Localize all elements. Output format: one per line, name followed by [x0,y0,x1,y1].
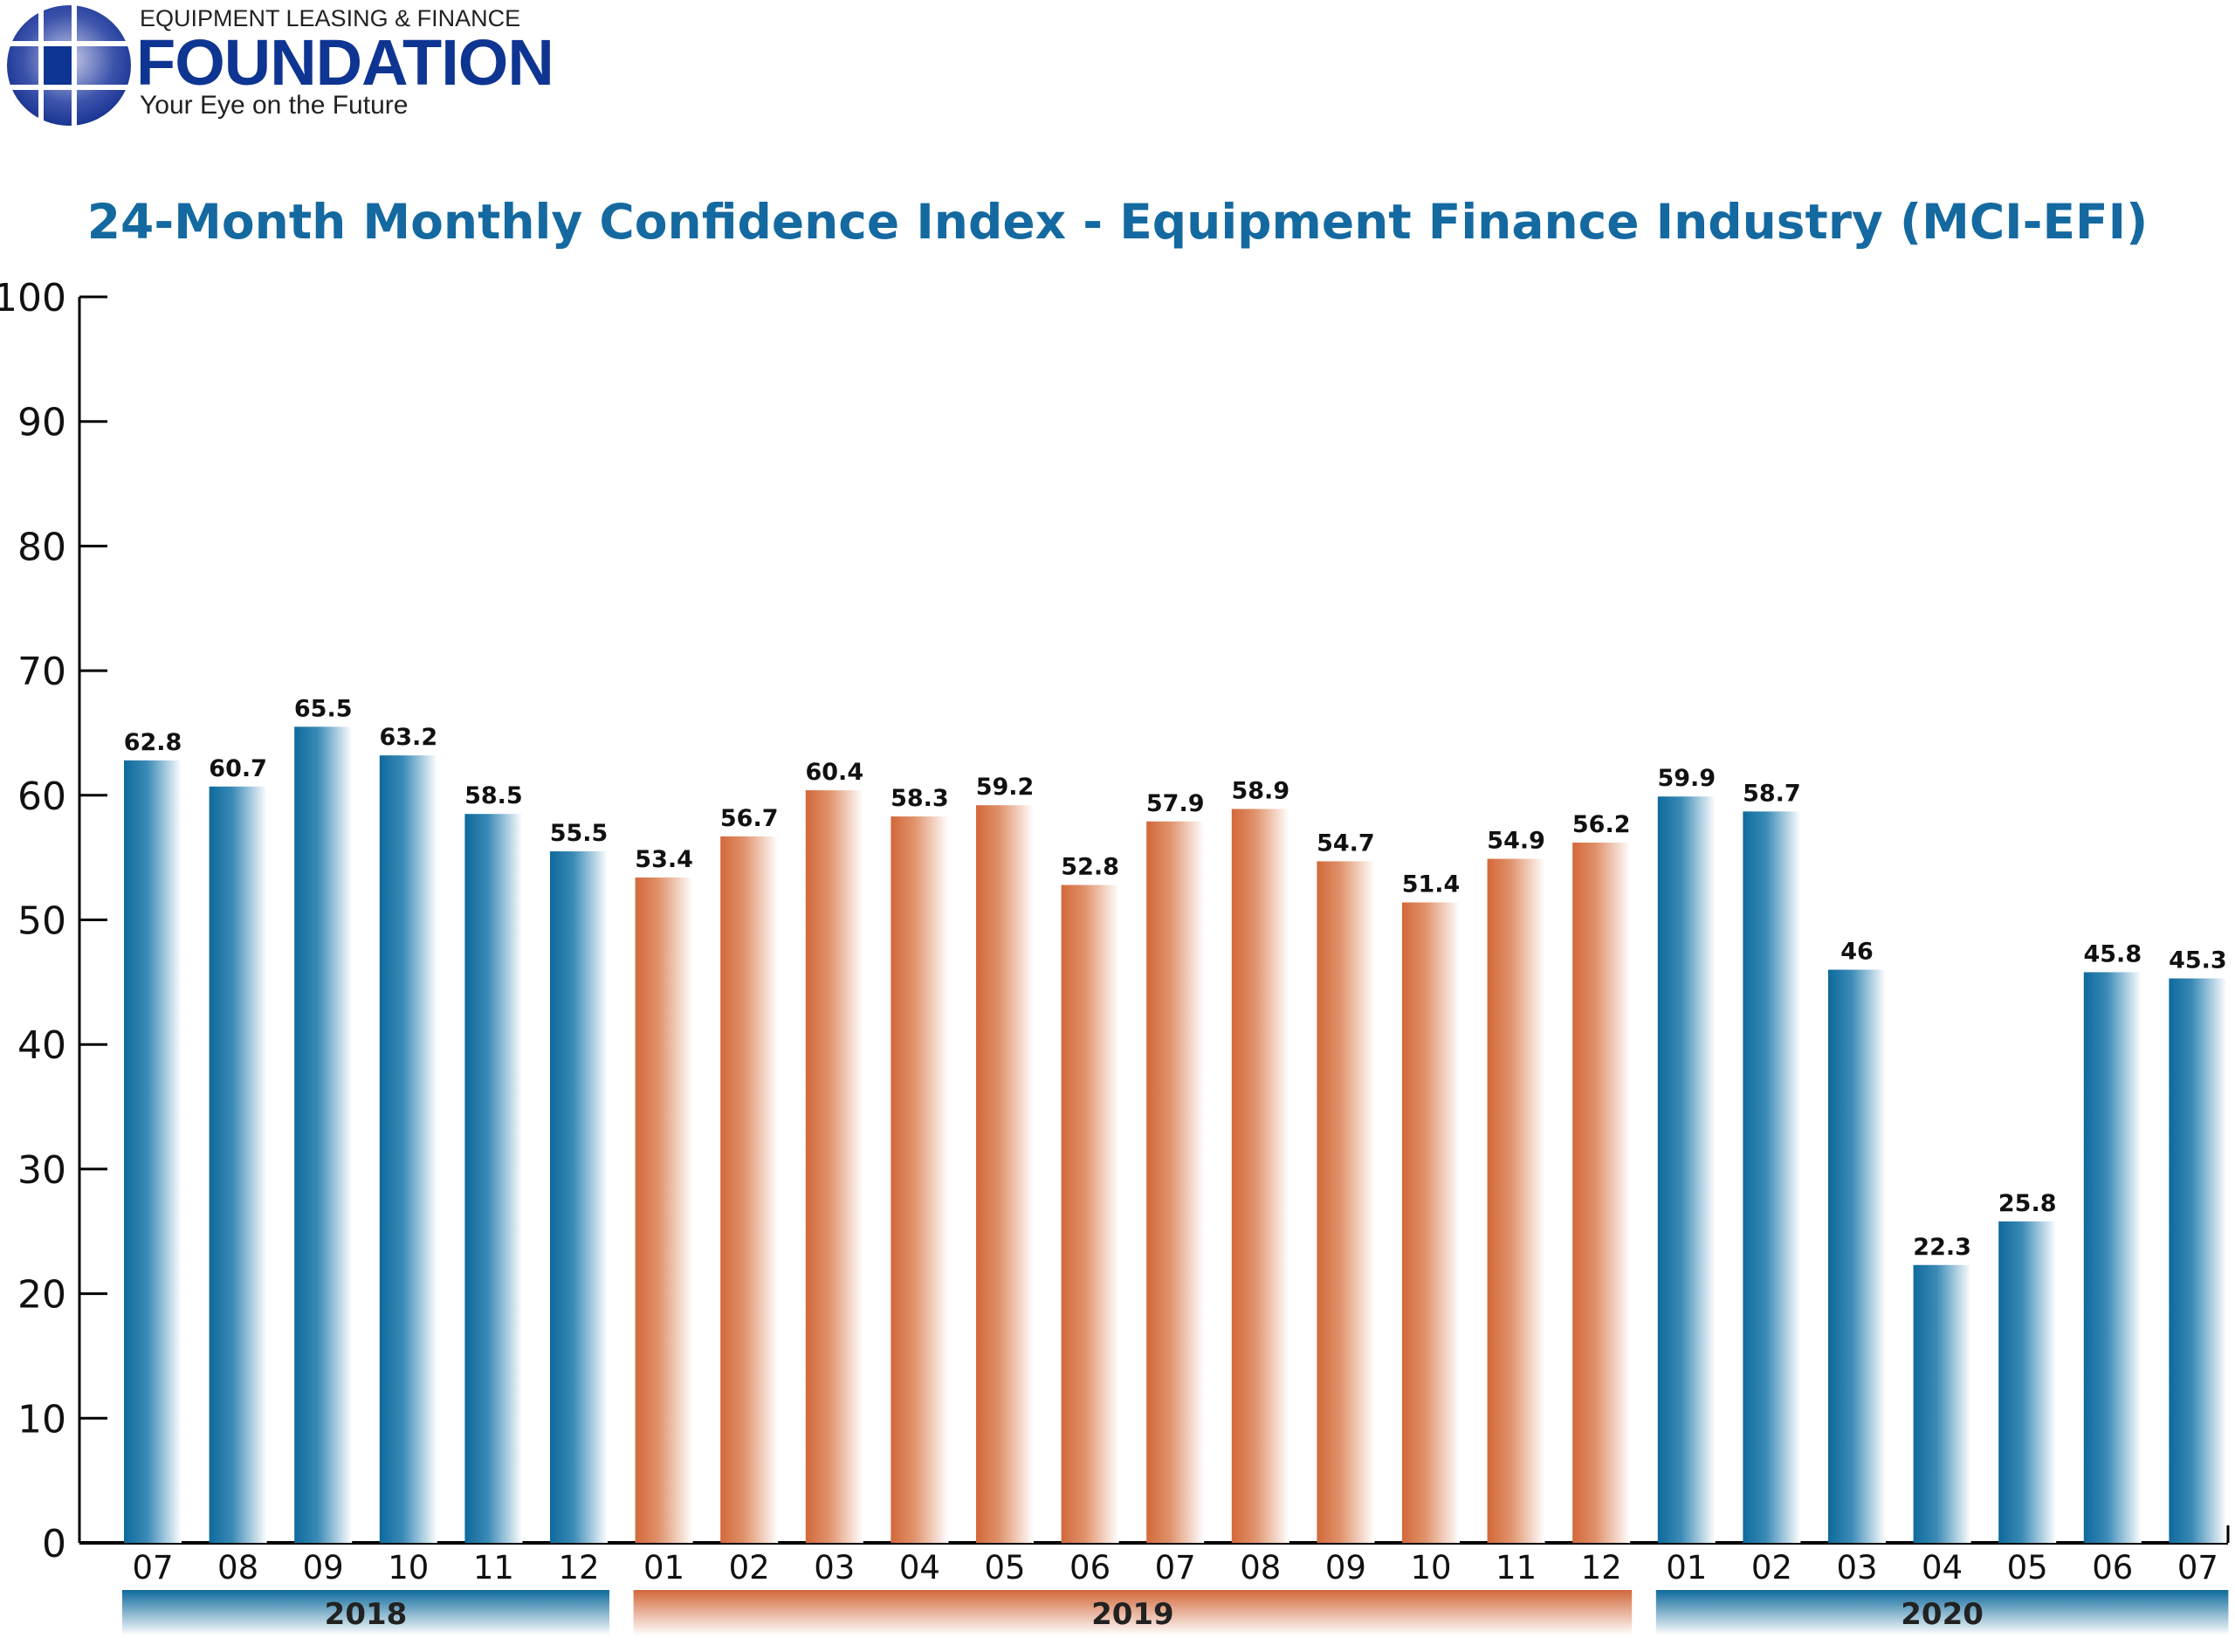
data-label: 58.3 [891,785,949,812]
data-label: 55.5 [550,820,609,847]
y-tick-label: 10 [17,1397,66,1442]
data-label: 58.9 [1231,777,1289,804]
bar [720,836,779,1543]
data-label: 54.7 [1317,829,1375,857]
bar [294,726,353,1543]
x-tick-label: 09 [303,1549,344,1587]
logo-line1: EQUIPMENT LEASING & FINANCE [140,5,521,31]
data-label: 63.2 [379,724,437,751]
bar [209,786,267,1543]
y-tick-label: 20 [17,1273,66,1318]
year-band [1655,1590,2229,1635]
data-label: 25.8 [1998,1190,2057,1217]
data-label: 60.7 [209,755,267,782]
x-tick-label: 11 [473,1549,514,1587]
y-tick-label: 100 [0,276,66,320]
bar [1743,811,1801,1543]
y-tick-label: 40 [17,1023,66,1068]
data-label: 58.7 [1743,780,1801,807]
bar [2083,972,2142,1543]
x-tick-label: 10 [388,1549,429,1587]
x-tick-label: 05 [984,1549,1025,1587]
data-label: 56.2 [1572,811,1631,838]
bar [1487,858,1545,1543]
bar [1913,1264,1971,1543]
year-label: 2020 [1901,1597,1984,1632]
x-tick-label: 12 [558,1549,599,1587]
data-label: 46 [1840,939,1874,966]
data-label: 59.9 [1657,765,1716,792]
bar [379,755,437,1543]
data-label: 51.4 [1402,871,1461,898]
x-tick-label: 12 [1581,1549,1622,1587]
chart-title: 24-Month Monthly Confidence Index - Equi… [86,194,2149,250]
x-tick-label: 05 [2007,1549,2048,1587]
y-tick-label: 30 [17,1148,66,1193]
x-tick-label: 06 [2092,1549,2133,1587]
x-tick-label: 03 [814,1549,855,1587]
bar [805,790,863,1543]
x-tick-label: 08 [1240,1549,1281,1587]
data-label: 56.7 [720,805,779,832]
data-label: 54.9 [1487,828,1545,855]
x-tick-label: 04 [1922,1549,1963,1587]
bar [1317,861,1375,1543]
data-label: 60.4 [805,759,863,786]
data-label: 52.8 [1061,854,1119,881]
x-tick-label: 07 [1155,1549,1196,1587]
bar [124,760,182,1543]
data-label: 22.3 [1913,1234,1971,1261]
data-label: 59.2 [976,774,1035,801]
bar [464,814,523,1543]
year-label: 2018 [325,1597,408,1632]
x-tick-label: 07 [2177,1549,2218,1587]
bar [1061,885,1119,1543]
x-tick-label: 11 [1496,1549,1537,1587]
data-label: 45.3 [2169,947,2227,974]
bar [1828,969,1886,1543]
y-tick-label: 60 [17,774,66,819]
logo-tagline: Your Eye on the Future [140,91,409,120]
x-tick-label: 02 [729,1549,770,1587]
data-label: 53.4 [635,846,693,873]
x-tick-label: 08 [217,1549,258,1587]
y-tick-label: 80 [17,525,66,569]
x-tick-label: 07 [132,1549,173,1587]
data-label: 65.5 [294,695,353,722]
y-tick-label: 70 [17,650,66,694]
logo-globe-icon [5,3,133,127]
y-tick-label: 0 [42,1522,66,1566]
x-tick-label: 01 [1666,1549,1707,1587]
data-label: 58.5 [464,782,523,809]
bar [1146,821,1205,1543]
bar [635,877,693,1543]
bar [1572,843,1631,1543]
x-tick-label: 04 [899,1549,940,1587]
bar [1657,796,1716,1543]
bar [1998,1221,2057,1543]
logo-name: FOUNDATION [136,26,554,99]
x-tick-label: 10 [1410,1549,1451,1587]
bar [550,851,608,1543]
data-label: 45.8 [2083,940,2142,967]
bar [1231,809,1289,1543]
x-tick-label: 02 [1751,1549,1792,1587]
data-label: 62.8 [124,729,182,756]
bar [976,805,1034,1543]
year-band [122,1590,609,1635]
bar [1402,902,1460,1543]
x-tick-label: 03 [1836,1549,1877,1587]
x-tick-label: 01 [643,1549,684,1587]
bar [891,816,949,1543]
data-label: 57.9 [1146,790,1205,817]
x-tick-label: 06 [1069,1549,1111,1587]
y-tick-label: 90 [17,401,66,445]
bar [2169,978,2227,1543]
year-label: 2019 [1091,1597,1174,1632]
y-tick-label: 50 [17,899,66,944]
year-band [633,1590,1633,1635]
x-tick-label: 09 [1325,1549,1366,1587]
